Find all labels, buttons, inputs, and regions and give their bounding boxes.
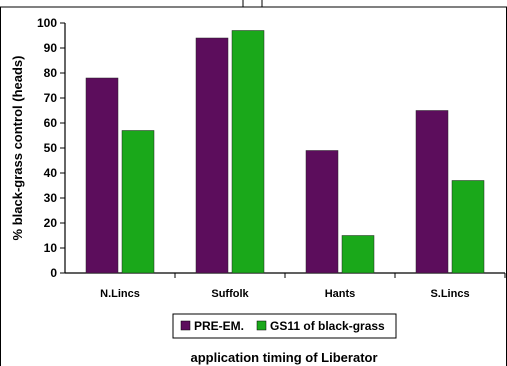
bar-gs11: [121, 130, 155, 274]
legend-swatch-pre-em: [180, 320, 191, 331]
y-tick-label: 0: [50, 266, 57, 280]
legend: PRE-EM. GS11 of black-grass: [172, 313, 397, 339]
bar-pre-em: [85, 77, 119, 274]
y-tick-label: 90: [44, 41, 58, 55]
legend-swatch-gs11: [256, 320, 267, 331]
y-tick-label: 20: [44, 216, 58, 230]
y-tick-label: 40: [44, 166, 58, 180]
x-tick-label: Suffolk: [211, 288, 249, 300]
legend-box: [172, 313, 397, 339]
y-tick-label: 30: [44, 191, 58, 205]
y-tick-label: 70: [44, 91, 58, 105]
bar-gs11: [341, 235, 375, 274]
plot-area: 0 10 20 30 40 50 60 70 80 90 100 N.Lincs Suffolk Hant…: [37, 16, 506, 300]
x-tick-label: S.Lincs: [430, 288, 469, 300]
legend-label-pre-em: PRE-EM.: [194, 319, 244, 333]
bar-pre-em: [195, 37, 229, 274]
bar-pre-em: [305, 150, 339, 274]
y-tick-label: 10: [44, 241, 58, 255]
y-tick-label: 100: [37, 16, 57, 30]
y-tick-label: 60: [44, 116, 58, 130]
y-tick-label: 80: [44, 66, 58, 80]
bar-gs11: [231, 30, 265, 274]
bar-pre-em: [415, 110, 449, 274]
bar-gs11: [451, 180, 485, 274]
x-tick-label: N.Lincs: [100, 288, 140, 300]
y-axis-title: % black-grass control (heads): [10, 56, 25, 241]
x-axis-title: application timing of Liberator: [190, 350, 377, 365]
legend-label-gs11: GS11 of black-grass: [270, 319, 385, 333]
y-tick-label: 50: [44, 141, 58, 155]
x-tick-label: Hants: [325, 288, 356, 300]
